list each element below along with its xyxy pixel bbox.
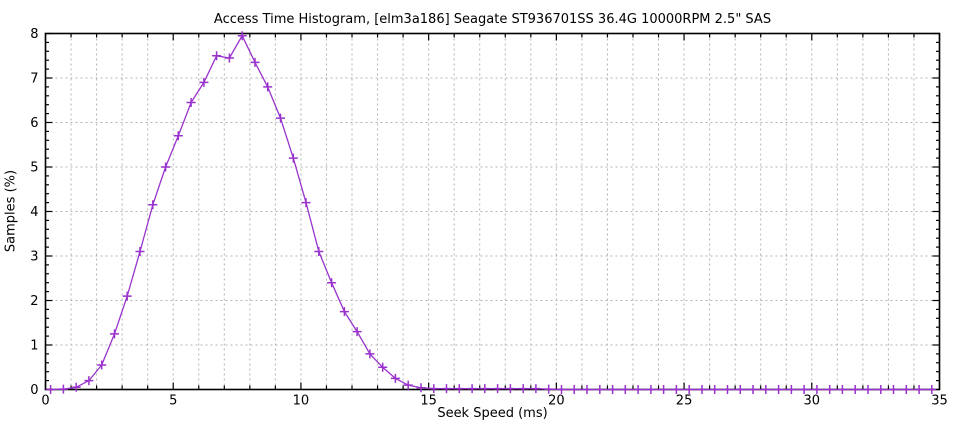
x-axis-label: Seek Speed (ms) <box>437 406 548 421</box>
data-line <box>50 35 932 391</box>
x-tick-label: 15 <box>420 394 437 409</box>
y-axis-label: Samples (%) <box>3 169 19 253</box>
y-tick-label: 2 <box>30 294 38 309</box>
y-tick-label: 5 <box>30 161 38 176</box>
y-tick-label: 3 <box>30 250 38 265</box>
x-tick-label: 30 <box>804 394 821 409</box>
x-tick-label: 0 <box>41 394 49 409</box>
data-point-markers <box>46 31 937 394</box>
x-tick-label: 35 <box>931 394 948 409</box>
x-tick-label: 5 <box>169 394 177 409</box>
y-tick-label: 4 <box>30 205 38 220</box>
y-tick-label: 1 <box>30 339 38 354</box>
chart-title: Access Time Histogram, [elm3a186] Seagat… <box>213 12 772 27</box>
x-tick-label: 20 <box>548 394 565 409</box>
x-tick-label: 25 <box>676 394 693 409</box>
y-tick-label: 0 <box>30 383 38 398</box>
y-tick-label: 8 <box>30 27 38 42</box>
x-tick-label: 10 <box>293 394 310 409</box>
y-tick-label: 7 <box>30 72 38 87</box>
y-tick-label: 6 <box>30 116 38 131</box>
